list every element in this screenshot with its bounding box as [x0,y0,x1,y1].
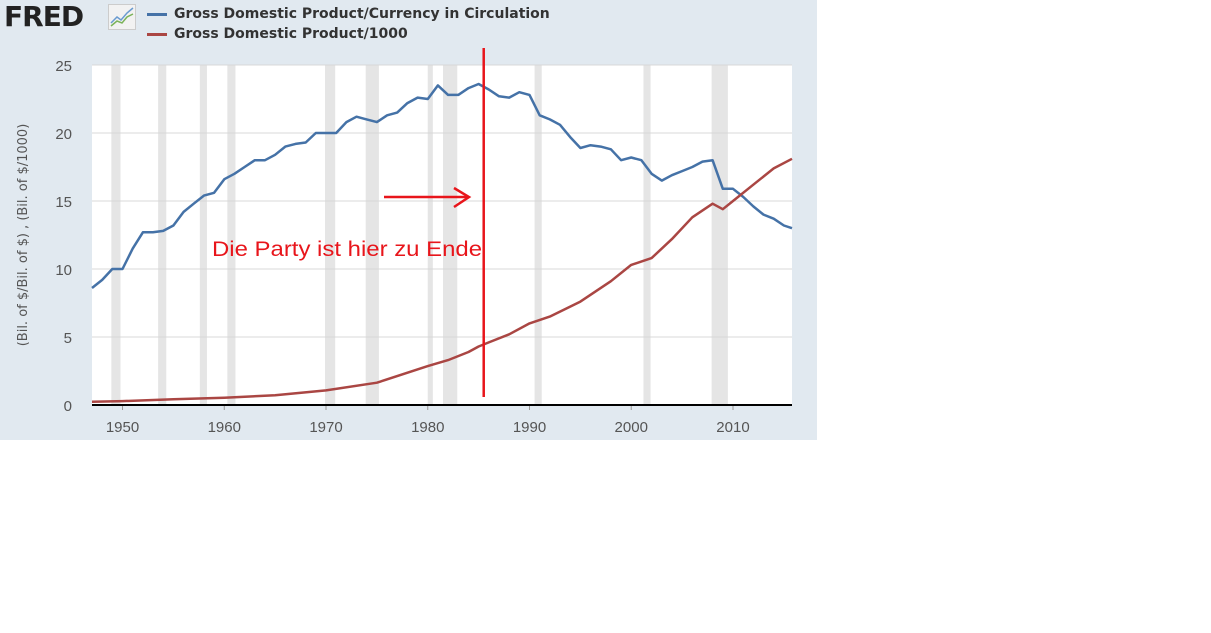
fred-logo: FRED [4,0,84,33]
plot-area [92,65,792,405]
y-tick-label: 20 [55,126,72,143]
x-tick-label: 2000 [615,419,648,436]
legend-swatch [147,12,167,16]
x-tick-label: 1950 [106,419,139,436]
legend-item-series2[interactable]: Gross Domestic Product/1000 [147,26,408,42]
recession-band [365,65,379,405]
recession-band [111,65,121,405]
recession-band [324,65,336,405]
x-tick-label: 1990 [513,419,546,436]
series-line-1 [91,82,793,289]
legend-item-series1[interactable]: Gross Domestic Product/Currency in Circu… [147,6,550,22]
legend-label: Gross Domestic Product/1000 [174,26,408,42]
legend-swatch [147,32,167,36]
legend-label: Gross Domestic Product/Currency in Circu… [174,6,550,22]
chart-logo-icon [108,4,136,30]
y-tick-label: 0 [64,398,72,415]
y-tick-label: 15 [55,194,72,211]
recession-band [443,65,458,405]
recession-band [158,65,167,405]
x-tick-label: 1960 [208,419,241,436]
x-tick-label: 1970 [309,419,342,436]
annotation-text: Die Party ist hier zu Ende [212,238,482,261]
arrow-head-icon [453,186,472,209]
recession-band [227,65,236,405]
x-tick-label: 1980 [411,419,444,436]
y-axis-label: (Bil. of $/Bil. of $) , (Bil. of $/1000) [16,124,31,347]
series-line-2 [91,157,793,403]
y-tick-label: 10 [55,262,72,279]
recession-band [711,65,728,405]
recession-band [199,65,207,405]
recession-band [534,65,542,405]
recession-band [643,65,651,405]
y-tick-label: 5 [64,330,72,347]
x-tick-label: 2010 [716,419,749,436]
y-tick-label: 25 [55,58,72,75]
recession-band [427,65,433,405]
